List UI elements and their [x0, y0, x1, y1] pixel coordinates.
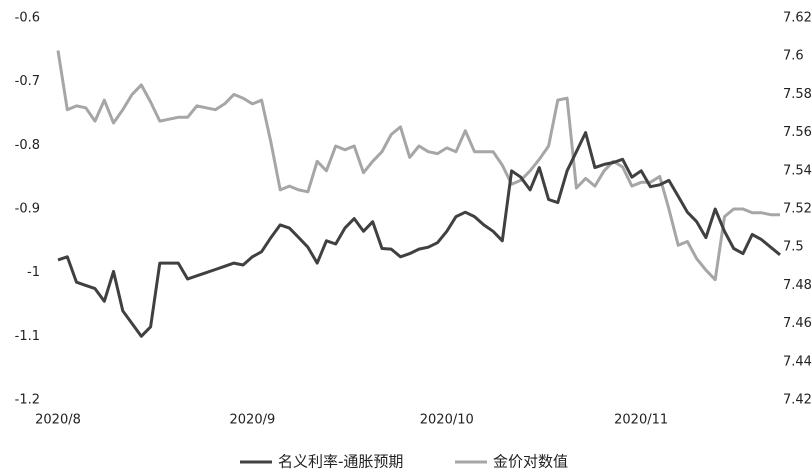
y-tick-label: -1.1 — [15, 329, 40, 344]
y-tick-label: -1.2 — [15, 393, 40, 408]
legend-label: 金价对数值 — [493, 453, 568, 471]
y2-tick-label: 7.6 — [783, 49, 804, 64]
series-line — [56, 50, 780, 282]
y2-tick-label: 7.52 — [783, 202, 812, 217]
y-tick-label: -0.6 — [15, 11, 40, 26]
x-tick-label: 2020/10 — [420, 413, 474, 428]
legend-label: 名义利率-通胀预期 — [278, 453, 403, 471]
y2-tick-label: 7.56 — [783, 125, 812, 140]
x-tick-label: 2020/8 — [35, 413, 81, 428]
y2-tick-label: 7.48 — [783, 278, 812, 293]
y2-tick-label: 7.58 — [783, 87, 812, 102]
x-tick-label: 2020/9 — [230, 413, 276, 428]
y2-tick-label: 7.5 — [783, 240, 804, 255]
y-tick-label: -0.8 — [15, 138, 40, 153]
y2-tick-label: 7.42 — [783, 393, 812, 408]
x-tick-label: 2020/11 — [614, 413, 668, 428]
y-tick-label: -0.7 — [15, 74, 40, 89]
y-tick-label: -0.9 — [15, 202, 40, 217]
y2-tick-label: 7.54 — [783, 163, 812, 178]
y2-tick-label: 7.62 — [783, 11, 812, 26]
series-line — [57, 131, 781, 338]
y-tick-label: -1 — [27, 265, 40, 280]
y2-tick-label: 7.44 — [783, 354, 812, 369]
y2-tick-label: 7.46 — [783, 316, 812, 331]
